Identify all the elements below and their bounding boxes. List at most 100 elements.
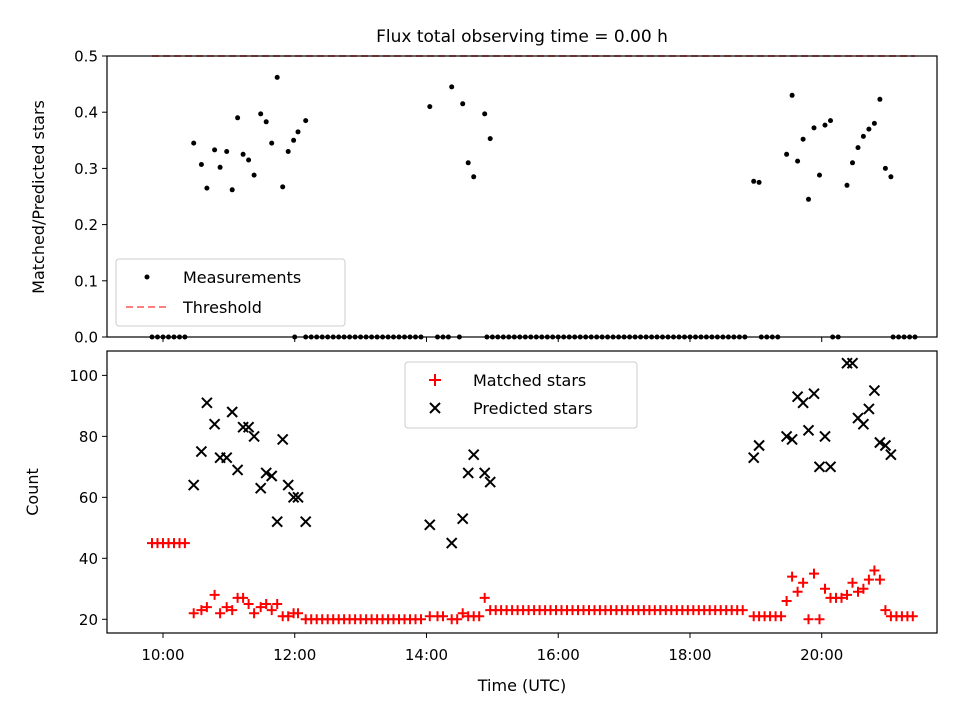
measurement-point <box>806 196 811 202</box>
legend-matched-marker <box>429 374 441 386</box>
measurement-point <box>269 140 275 146</box>
measurement-point <box>285 149 291 154</box>
matched-star-point <box>847 577 858 588</box>
predicted-star-point <box>797 397 809 409</box>
predicted-star-point <box>292 491 304 504</box>
matched-star-point <box>188 608 199 619</box>
measurement-point <box>235 115 241 121</box>
top-y-tick-label: 0.0 <box>74 329 98 347</box>
predicted-star-point <box>467 448 480 461</box>
measurement-point <box>850 160 855 166</box>
measurement-point <box>844 182 850 188</box>
measurement-point <box>274 74 280 80</box>
predicted-star-point <box>201 397 213 409</box>
matched-star-point <box>249 608 260 619</box>
matched-star-point <box>196 605 207 616</box>
matched-star-point <box>880 605 891 616</box>
measurement-point <box>482 111 488 117</box>
legend-threshold-label: Threshold <box>182 298 262 317</box>
measurement-point <box>212 147 218 153</box>
predicted-star-point <box>747 451 760 464</box>
bottom-axes-frame <box>106 350 938 634</box>
top-y-tick-label: 0.4 <box>74 104 98 122</box>
measurement-point <box>789 92 795 98</box>
matched-star-point <box>179 538 190 549</box>
matched-star-point <box>776 611 787 622</box>
measurement-point <box>460 101 466 107</box>
measurement-point <box>246 157 252 163</box>
matched-star-point <box>836 592 847 603</box>
matched-star-point <box>221 602 232 613</box>
top-legend: Measurements Threshold <box>115 258 346 327</box>
bottom-x-axis: 10:00 12:00 14:00 16:00 18:00 20:00 <box>141 633 843 664</box>
bottom-y-tick-label: 80 <box>79 428 98 446</box>
top-legend-frame <box>115 258 346 327</box>
top-y-tick-label: 0.5 <box>74 48 98 66</box>
top-y-tick-label: 0.1 <box>74 272 98 290</box>
measurement-point <box>866 126 872 132</box>
predicted-star-point <box>874 436 886 449</box>
top-y-tick-label: 0.3 <box>74 160 98 178</box>
bottom-y-tick-label: 40 <box>79 550 98 568</box>
predicted-star-point <box>187 479 200 491</box>
measurement-point <box>198 162 204 167</box>
measurement-point <box>295 129 301 135</box>
predicted-star-point <box>195 445 208 458</box>
x-tick-label: 20:00 <box>800 646 843 664</box>
measurement-point <box>882 165 888 171</box>
measurement-point <box>427 104 433 110</box>
legend-predicted-marker <box>429 402 441 414</box>
top-y-axis-label: Matched/Predicted stars <box>29 100 48 294</box>
predicted-star-point <box>824 461 837 473</box>
predicted-star-point <box>424 519 436 531</box>
measurement-point <box>888 174 894 180</box>
predicted-star-point <box>885 448 897 461</box>
x-tick-label: 14:00 <box>405 646 448 664</box>
matched-star-point <box>869 565 880 576</box>
predicted-star-point <box>248 430 260 443</box>
matched-star-point <box>283 611 294 622</box>
measurement-point <box>224 149 230 154</box>
matched-star-point <box>474 611 485 622</box>
predicted-star-point <box>863 403 875 415</box>
matched-star-point <box>907 611 918 622</box>
matched-star-point <box>457 608 468 619</box>
predicted-star-point <box>208 418 221 430</box>
measurement-point <box>800 136 806 142</box>
x-axis-label: Time (UTC) <box>477 676 566 695</box>
predicted-star-point <box>260 467 272 479</box>
measurement-point <box>817 172 822 178</box>
x-tick-label: 12:00 <box>273 646 316 664</box>
predicted-star-point <box>813 461 826 473</box>
predicted-star-point <box>276 433 289 446</box>
bottom-plot-area <box>147 357 918 625</box>
x-tick-label: 10:00 <box>141 646 184 664</box>
legend-measurements-marker <box>144 274 150 280</box>
predicted-star-point <box>879 439 892 452</box>
matched-star-point <box>416 614 426 625</box>
predicted-star-point <box>846 357 859 369</box>
measurement-point <box>229 187 235 193</box>
measurement-point <box>465 160 471 166</box>
bottom-y-axis: 20 40 60 80 100 <box>69 367 107 629</box>
matched-star-point <box>803 614 814 625</box>
predicted-star-point <box>484 476 496 488</box>
x-tick-label: 16:00 <box>537 646 580 664</box>
bottom-y-axis-label: Count <box>23 468 42 516</box>
measurement-point <box>871 120 877 126</box>
measurement-point <box>811 125 817 131</box>
matched-star-point <box>798 577 809 588</box>
measurement-point <box>860 133 866 139</box>
matched-star-point <box>238 592 249 603</box>
legend-predicted-label: Predicted stars <box>473 399 593 418</box>
measurement-point <box>877 96 883 102</box>
measurement-point <box>291 137 297 143</box>
predicted-star-point <box>753 439 765 452</box>
matched-star-point <box>737 605 748 616</box>
measurement-point <box>303 118 309 124</box>
predicted-star-point <box>462 467 474 479</box>
matched-star-point <box>293 608 303 619</box>
matched-star-point <box>438 611 448 622</box>
